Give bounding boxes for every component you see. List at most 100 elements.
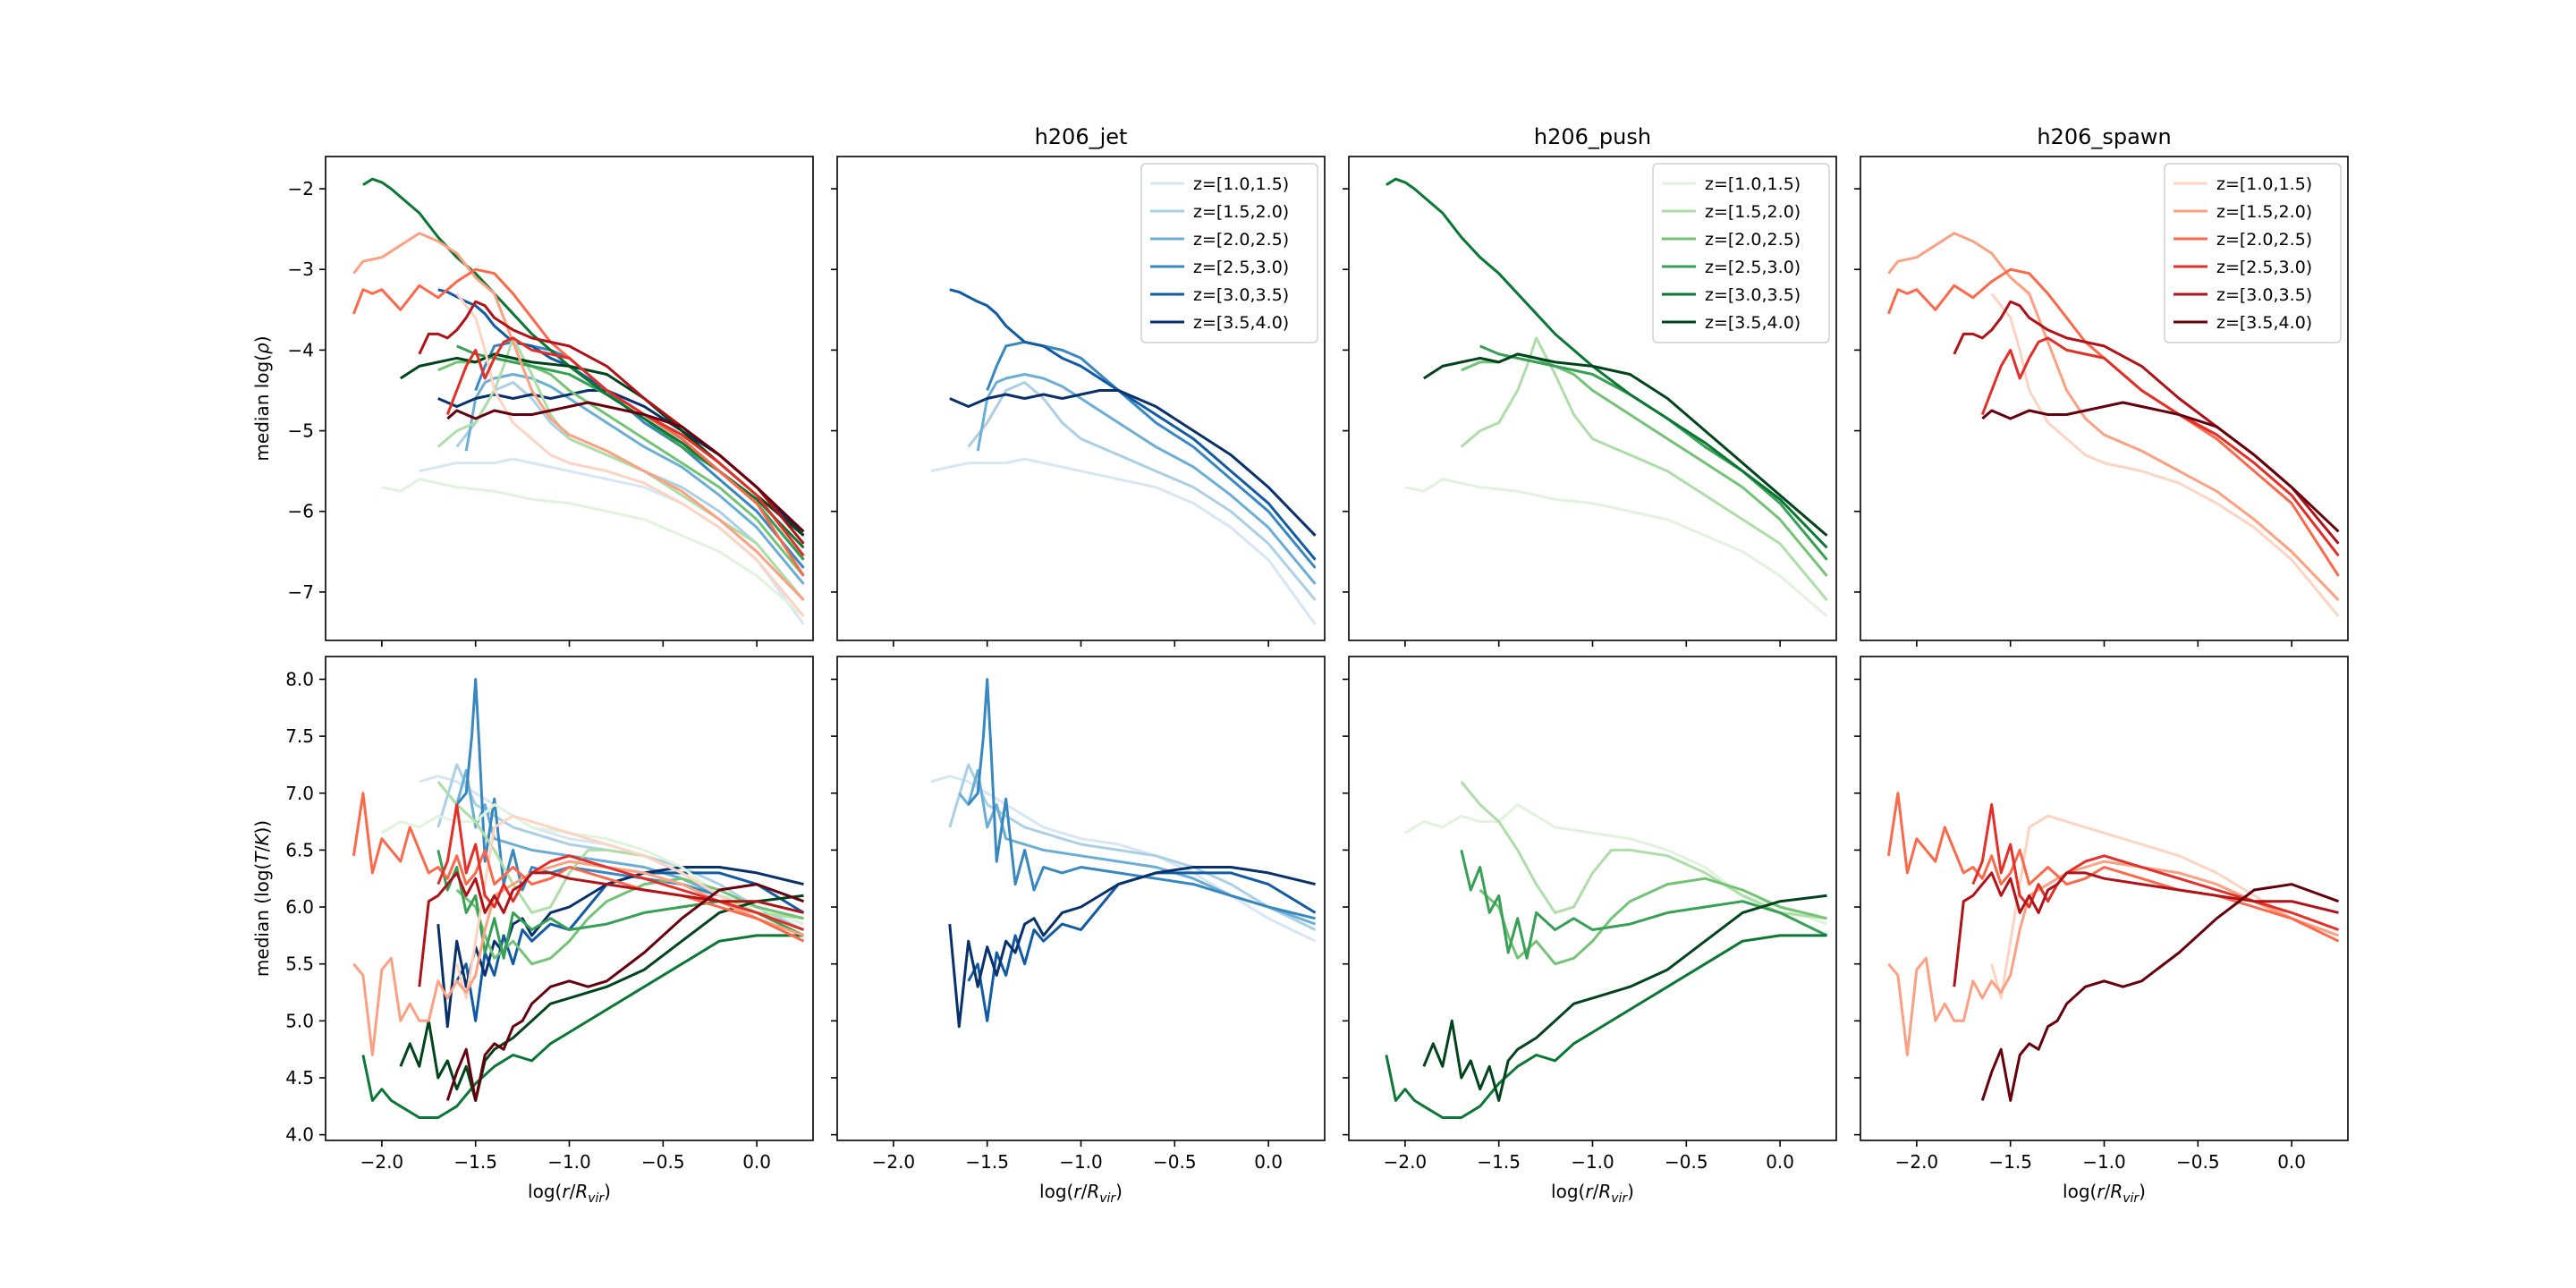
y-tick-label: −6 — [288, 501, 314, 522]
x-tick-label: −2.0 — [1895, 1151, 1939, 1173]
series-line-h206_jet-z1 — [930, 457, 1317, 625]
panel-r1-c2: h206_jet z=[1.0,1.5) z=[1.5,2.0) z=[2.0,2.5… — [831, 124, 1326, 647]
series-line-h206_spawn-z3 — [352, 267, 805, 577]
series-group — [352, 678, 805, 1119]
series-line-h206_spawn-z2 — [352, 860, 805, 1056]
series-line-h206_jet-z6 — [948, 866, 1316, 1029]
y-tick-label: 4.0 — [285, 1124, 314, 1146]
series-line-h206_spawn-z4 — [445, 336, 805, 557]
legend-box — [1140, 163, 1318, 343]
x-tick-label: −1.0 — [1059, 1151, 1103, 1173]
x-axis-label: log(r/Rvir) — [528, 1181, 611, 1206]
legend-box — [1652, 163, 1830, 343]
series-line-h206_jet-z6 — [949, 389, 1317, 537]
y-tick-label: 4.5 — [285, 1067, 314, 1089]
series-line-h206_push-z5 — [361, 934, 804, 1119]
series-group — [930, 678, 1317, 1029]
y-tick-label: −4 — [288, 339, 314, 360]
legend-label: z=[3.5,4.0) — [1705, 313, 1801, 333]
y-tick-label: 7.5 — [285, 725, 314, 747]
legend-label: z=[3.0,3.5) — [1705, 285, 1801, 305]
x-tick-label: −2.0 — [872, 1151, 916, 1173]
x-axis-label: log(r/Rvir) — [1551, 1181, 1634, 1206]
legend-label: z=[3.5,4.0) — [1193, 313, 1289, 333]
series-line-h206_spawn-z2 — [1887, 860, 2340, 1056]
series-line-h206_jet-z3 — [446, 768, 805, 926]
panel-r1-c4: h206_spawn z=[1.0,1.5) z=[1.5,2.0) z=[2.0,2… — [1854, 124, 2349, 647]
legend-label: z=[3.5,4.0) — [2216, 313, 2312, 333]
legend-label: z=[1.5,2.0) — [1705, 202, 1801, 222]
series-line-h206_spawn-z1 — [1990, 814, 2340, 1000]
series-line-h206_jet-z4 — [967, 678, 1316, 920]
series-line-h206_jet-z2 — [948, 763, 1317, 931]
x-tick-label: −0.5 — [641, 1151, 685, 1173]
series-line-h206_spawn-z5 — [418, 871, 804, 987]
series-line-h206_push-z2 — [1460, 336, 1828, 601]
legend-label: z=[1.0,1.5) — [1193, 174, 1289, 194]
x-tick-label: −1.5 — [1477, 1151, 1521, 1173]
panel-r1-c3: h206_push z=[1.0,1.5) z=[1.5,2.0) z=[2.0,2.… — [1343, 124, 1837, 647]
x-tick-label: 0.0 — [1766, 1151, 1794, 1173]
series-group — [352, 177, 805, 625]
y-tick-label: −5 — [288, 420, 314, 442]
series-group — [930, 288, 1317, 625]
legend-label: z=[3.0,3.5) — [1193, 285, 1289, 305]
series-line-h206_jet-z2 — [436, 763, 805, 931]
legend-label: z=[1.5,2.0) — [2216, 202, 2312, 222]
x-tick-label: −0.5 — [2176, 1151, 2220, 1173]
x-tick-label: 0.0 — [2277, 1151, 2306, 1173]
legend-label: z=[2.0,2.5) — [1705, 230, 1801, 250]
y-tick-label: 7.0 — [285, 783, 314, 804]
series-line-h206_push-z4 — [1460, 850, 1828, 960]
series-line-h206_push-z1 — [381, 478, 805, 618]
legend: z=[1.0,1.5) z=[1.5,2.0) z=[2.0,2.5) z=[2.5,… — [2164, 163, 2342, 343]
x-tick-label: −1.0 — [547, 1151, 591, 1173]
legend-label: z=[1.5,2.0) — [1193, 202, 1289, 222]
series-line-h206_spawn-z1 — [1990, 292, 2340, 617]
legend-label: z=[2.5,3.0) — [2216, 258, 2312, 277]
series-line-h206_jet-z3 — [976, 373, 1317, 585]
legend-label: z=[3.0,3.5) — [2216, 285, 2312, 305]
series-line-h206_spawn-z1 — [455, 814, 805, 1000]
x-tick-label: −2.0 — [1384, 1151, 1428, 1173]
panel-title: h206_push — [1534, 124, 1651, 149]
series-line-h206_spawn-z4 — [1980, 336, 2340, 557]
legend-label: z=[2.5,3.0) — [1193, 258, 1289, 277]
series-line-h206_jet-z3 — [958, 768, 1317, 926]
series-group — [1886, 792, 2340, 1102]
y-tick-label: 5.5 — [285, 953, 314, 975]
series-line-h206_spawn-z5 — [1953, 871, 2339, 987]
x-tick-label: −1.5 — [453, 1151, 497, 1173]
series-line-h206_jet-z3 — [464, 373, 805, 585]
panel-r2-c2: −2.0 −1.5 −1.0 −0.5 0.0 log(r/Rvir) — [831, 656, 1326, 1206]
y-axis-label: median log(ρ) — [251, 335, 273, 461]
y-tick-label: 5.0 — [285, 1010, 314, 1031]
legend-label: z=[1.0,1.5) — [2216, 174, 2312, 194]
y-tick-label: −7 — [288, 581, 314, 603]
series-line-h206_spawn-z6 — [446, 401, 805, 533]
x-tick-label: −1.5 — [1988, 1151, 2032, 1173]
x-axis-label: log(r/Rvir) — [2063, 1181, 2146, 1206]
x-tick-label: 0.0 — [1254, 1151, 1283, 1173]
series-line-h206_spawn-z6 — [1980, 883, 2340, 1102]
panel-r2-c1: −2.0 −1.5 −1.0 −0.5 0.0 log(r/Rvir) 4.0 4.5 5.0 5… — [251, 656, 814, 1206]
series-line-h206_spawn-z6 — [445, 883, 805, 1102]
x-tick-label: −0.5 — [1665, 1151, 1708, 1173]
series-line-h206_spawn-z6 — [1981, 401, 2340, 533]
x-tick-label: −2.0 — [360, 1151, 404, 1173]
series-line-h206_push-z6 — [399, 894, 804, 1102]
series-line-h206_jet-z5 — [949, 288, 1317, 561]
series-group — [1887, 232, 2340, 617]
series-line-h206_push-z6 — [1422, 352, 1828, 537]
legend-box — [2164, 163, 2342, 343]
series-line-h206_push-z6 — [1422, 894, 1827, 1102]
series-line-h206_jet-z4 — [986, 340, 1317, 569]
y-axis-label: median (log(T/K)) — [251, 820, 273, 977]
panel-title: h206_spawn — [2037, 124, 2171, 149]
series-line-h206_spawn-z2 — [1887, 232, 2340, 601]
series-line-h206_spawn-z3 — [1887, 267, 2340, 577]
y-tick-label: 8.0 — [285, 668, 314, 690]
x-tick-label: −1.5 — [965, 1151, 1009, 1173]
panel-title: h206_jet — [1035, 124, 1128, 149]
